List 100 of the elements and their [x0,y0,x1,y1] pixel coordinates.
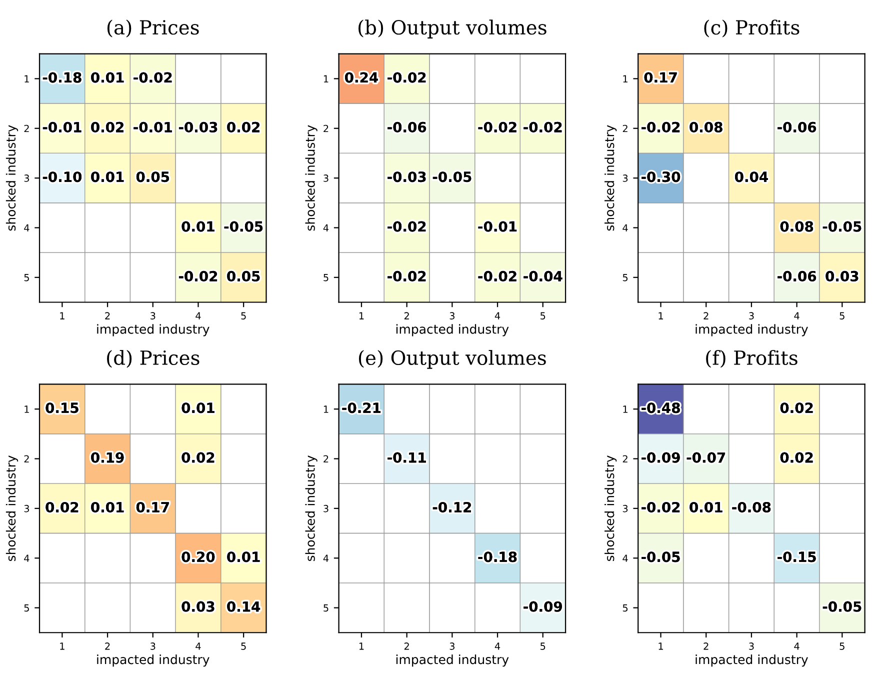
data-label: -0.02 [178,270,218,282]
data-label: 0.01 [690,502,722,512]
x-tick-label: 1 [359,312,364,320]
y-tick-label: 3 [324,504,328,512]
x-tick-label: 2 [704,312,708,320]
y-tick-label: 1 [324,75,328,82]
data-label: 0.24 [345,72,378,83]
y-tick-label: 1 [24,406,29,413]
chart-title: (f) Profits [706,350,798,368]
data-label: -0.09 [524,601,562,612]
x-axis-title: impacted industry [97,654,210,667]
y-axis-title: shocked industry [6,125,18,231]
x-tick-label: 5 [840,642,844,650]
y-tick-label: 3 [622,174,628,182]
x-tick-label: 3 [450,642,454,650]
data-label: -0.02 [478,270,516,282]
x-tick-label: 1 [60,642,64,650]
data-label: -0.48 [642,402,680,414]
data-label: 0.03 [826,270,858,282]
y-axis-title: shocked industry [604,125,617,231]
chart-title: (d) Prices [107,350,200,368]
y-axis-title: shocked industry [604,456,617,562]
data-label: 0.05 [136,172,170,182]
data-label: -0.02 [642,122,680,132]
data-label: 0.01 [91,172,124,182]
y-tick-label: 2 [622,124,628,132]
y-tick-label: 4 [323,554,329,562]
data-label: 0.19 [91,452,124,463]
data-label: 0.02 [46,502,78,512]
x-tick-label: 1 [658,642,663,650]
y-tick-label: 4 [323,224,329,232]
x-tick-label: 5 [241,642,246,650]
x-tick-label: 4 [494,642,500,650]
y-tick-label: 4 [622,554,628,562]
y-tick-label: 1 [24,75,29,82]
y-tick-label: 2 [24,124,29,132]
x-axis-title: impacted industry [97,324,210,336]
data-label: -0.02 [388,72,426,83]
data-label: -0.21 [342,402,381,414]
data-label: -0.05 [822,221,862,232]
data-label: -0.02 [642,502,680,512]
x-axis-title: impacted industry [696,324,808,336]
data-label: -0.06 [778,122,816,132]
y-tick-label: 3 [324,174,328,182]
data-label: 0.02 [780,452,813,463]
x-tick-label: 4 [196,312,201,320]
y-tick-label: 5 [622,604,628,612]
y-tick-label: 4 [24,554,30,562]
y-tick-label: 3 [24,504,30,512]
data-label: -0.11 [388,452,426,463]
data-label: -0.06 [388,122,426,132]
x-tick-label: 5 [241,312,246,320]
data-label: -0.01 [42,122,82,132]
y-tick-label: 5 [622,274,628,282]
y-axis-title: shocked industry [305,456,318,562]
data-label: 0.02 [91,122,124,132]
data-label: 0.14 [227,601,260,612]
x-tick-label: 4 [794,312,800,320]
data-label: -0.08 [732,502,771,512]
data-label: -0.12 [432,502,471,512]
data-label: -0.05 [642,552,680,562]
y-tick-label: 1 [324,406,328,413]
x-tick-label: 3 [150,642,156,650]
data-label: 0.04 [734,172,768,182]
data-label: 0.02 [780,402,813,414]
x-tick-label: 5 [540,312,546,320]
y-tick-label: 4 [622,224,628,232]
data-label: 0.08 [780,221,814,232]
y-tick-label: 2 [24,455,29,462]
x-axis-title: impacted industry [696,654,808,667]
data-label: -0.03 [178,122,218,132]
data-label: 0.05 [227,270,260,282]
data-label: 0.17 [644,72,677,83]
data-label: 0.03 [182,601,214,612]
x-tick-label: 2 [105,642,110,650]
x-tick-label: 5 [840,312,844,320]
x-tick-label: 4 [794,642,800,650]
data-label: 0.01 [182,221,214,232]
y-tick-label: 2 [324,455,328,462]
y-axis-title: shocked industry [6,456,18,562]
data-label: -0.05 [432,172,472,182]
x-tick-label: 1 [658,312,663,320]
y-tick-label: 3 [24,174,30,182]
data-label: 0.02 [227,122,260,132]
data-label: -0.09 [642,452,680,463]
data-label: -0.01 [134,122,172,132]
data-label: 0.01 [227,552,260,562]
x-tick-label: 4 [196,642,201,650]
x-axis-title: impacted industry [396,324,509,336]
data-label: -0.04 [524,270,562,282]
data-label: -0.06 [778,270,816,282]
y-tick-label: 2 [622,455,628,462]
data-label: -0.07 [686,452,726,463]
data-label: 0.17 [136,502,169,512]
data-label: -0.02 [478,122,516,132]
data-label: 0.01 [182,402,214,414]
y-tick-label: 3 [622,504,628,512]
y-tick-label: 5 [324,274,328,282]
y-axis-title: shocked industry [305,125,318,231]
x-tick-label: 3 [749,312,754,320]
